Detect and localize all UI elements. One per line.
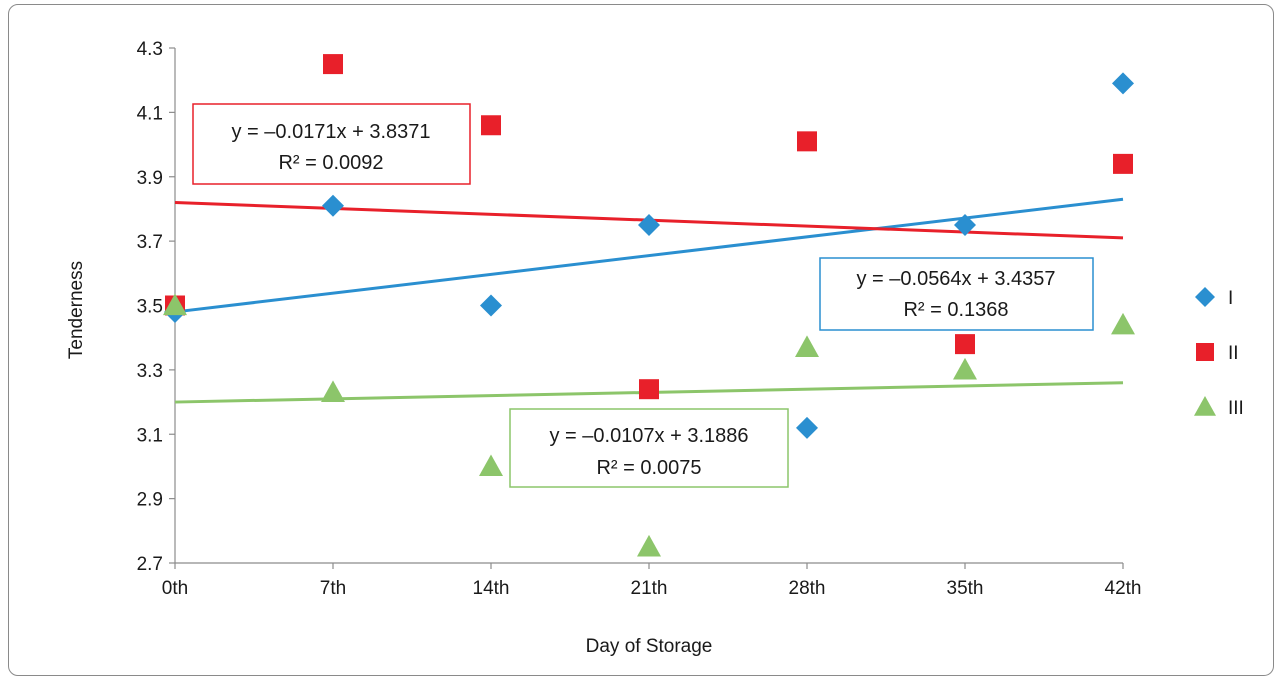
point-series-iii — [795, 335, 819, 357]
point-series-iii — [953, 357, 977, 380]
y-axis-title: Tenderness — [66, 261, 87, 359]
point-series-iii — [163, 293, 187, 316]
point-series-iii — [479, 454, 503, 477]
y-tick-label: 3.7 — [137, 232, 163, 253]
axes: 2.7 2.9 3.1 3.3 3.5 3.7 3.9 4.1 4.3 0th 7th 14th 21t… — [137, 39, 1142, 599]
point-series-ii — [481, 115, 501, 136]
legend-marker-ii — [1196, 343, 1214, 361]
equation-box-series-1: y = –0.0564x + 3.4357 R² = 0.1368 — [819, 257, 1094, 331]
x-axis-title: Day of Storage — [586, 636, 713, 657]
point-series-ii — [797, 131, 817, 152]
x-tick-label: 0th — [162, 578, 188, 599]
legend-label: III — [1228, 398, 1244, 419]
point-series-i — [796, 416, 818, 439]
x-tick-label: 35th — [947, 578, 984, 599]
legend-marker-i — [1195, 287, 1215, 307]
data-points — [163, 54, 1135, 557]
point-series-ii — [955, 334, 975, 355]
y-tick-label: 2.7 — [137, 554, 163, 575]
point-series-iii — [1111, 312, 1135, 335]
x-tick-label: 21th — [631, 578, 668, 599]
point-series-i — [322, 194, 344, 217]
point-series-iii — [321, 380, 345, 403]
point-series-i — [480, 294, 502, 317]
x-tick-label: 14th — [473, 578, 510, 599]
y-tick-label: 3.1 — [137, 425, 163, 446]
y-tick-label: 4.3 — [137, 39, 163, 60]
equation-text: y = –0.0564x + 3.4357 — [856, 268, 1055, 290]
legend-label: II — [1228, 343, 1239, 364]
r-squared-text: R² = 0.0075 — [596, 457, 701, 479]
x-tick-label: 7th — [320, 578, 346, 599]
point-series-i — [638, 214, 660, 237]
x-tick-label: 42th — [1105, 578, 1142, 599]
y-tick-label: 3.9 — [137, 168, 163, 189]
r-squared-text: R² = 0.0092 — [278, 152, 383, 174]
equation-text: y = –0.0107x + 3.1886 — [549, 425, 748, 447]
equation-box-series-3: y = –0.0107x + 3.1886 R² = 0.0075 — [509, 408, 789, 488]
y-tick-label: 4.1 — [137, 103, 163, 124]
point-series-ii — [323, 54, 343, 75]
legend-label: I — [1228, 288, 1233, 309]
point-series-iii — [637, 534, 661, 557]
r-squared-text: R² = 0.1368 — [903, 299, 1008, 321]
point-series-i — [1112, 72, 1134, 95]
x-tick-label: 28th — [789, 578, 826, 599]
y-tick-label: 2.9 — [137, 490, 163, 511]
point-series-i — [954, 214, 976, 237]
y-tick-label: 3.5 — [137, 297, 163, 318]
equation-box-series-2: y = –0.0171x + 3.8371 R² = 0.0092 — [192, 103, 471, 185]
point-series-ii — [1113, 153, 1133, 174]
chart-frame — [8, 4, 1274, 676]
y-tick-label: 3.3 — [137, 361, 163, 382]
legend-marker-iii — [1194, 396, 1216, 416]
point-series-ii — [639, 379, 659, 400]
equation-text: y = –0.0171x + 3.8371 — [231, 121, 430, 143]
